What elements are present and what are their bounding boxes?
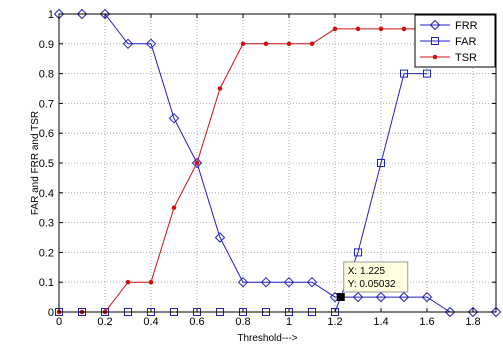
- legend-marker: [432, 54, 438, 60]
- x-tick-label: 1.8: [465, 316, 480, 328]
- frr-point: [352, 291, 364, 303]
- datatip-y-text: Y: 0.05032: [348, 279, 396, 290]
- datatip[interactable]: X: 1.225 Y: 0.05032: [336, 261, 409, 302]
- legend-entry-frr: FRR: [420, 19, 478, 32]
- frr-point: [168, 113, 180, 124]
- y-tick-label: 0.1: [39, 277, 54, 289]
- x-tick-label: 0.6: [189, 316, 204, 328]
- far-point: [423, 69, 431, 78]
- y-tick-label: 0.7: [39, 98, 54, 110]
- y-tick-labels: 0 0.1 0.2 0.3 0.4 0.5 0.6 0.7 0.8 0.9 1: [39, 9, 54, 319]
- legend-marker: [431, 37, 439, 45]
- plot-frame: [58, 13, 497, 313]
- y-tick-label: 0.8: [39, 69, 54, 81]
- legend-entry-far: FAR: [420, 36, 476, 48]
- tsr-point: [401, 26, 407, 32]
- tsr-point: [217, 86, 223, 91]
- far-point: [377, 159, 385, 167]
- x-tick-label: 1.4: [373, 316, 388, 328]
- tsr-point: [171, 205, 177, 210]
- tsr-point: [125, 279, 131, 285]
- frr-point: [398, 291, 410, 303]
- frr-point: [214, 232, 226, 243]
- legend-entry-tsr: TSR: [420, 52, 477, 64]
- frr-point: [260, 276, 272, 288]
- x-tick-label: 0.2: [97, 316, 112, 328]
- y-tick-label: 0.5: [39, 158, 54, 170]
- tsr-point: [332, 26, 338, 32]
- frr-point: [490, 306, 502, 318]
- far-point: [354, 248, 362, 257]
- x-tick-label: 0: [56, 316, 62, 328]
- frr-point: [76, 8, 88, 20]
- x-tick-label: 0.4: [143, 316, 158, 328]
- frr-point: [237, 276, 249, 288]
- y-tick-label: 0.4: [39, 188, 54, 200]
- datatip-x-text: X: 1.225: [348, 266, 386, 277]
- y-tick-label: 0.6: [39, 128, 54, 140]
- legend-marker: [429, 19, 441, 31]
- legend-label: TSR: [455, 52, 477, 64]
- frr-point: [99, 8, 111, 20]
- legend: FRR FAR TSR: [414, 14, 496, 68]
- tsr-point: [286, 41, 292, 47]
- y-tick-label: 0: [48, 307, 54, 319]
- frr-point: [421, 291, 433, 303]
- frr-point: [375, 291, 387, 303]
- x-tick-label: 0.8: [235, 316, 250, 328]
- tsr-point: [309, 41, 315, 47]
- x-tick-label: 1.6: [419, 316, 434, 328]
- datatip-box: [343, 261, 409, 293]
- tsr-point: [194, 160, 200, 166]
- tsr-point: [263, 41, 269, 47]
- y-tick-label: 1: [48, 9, 54, 21]
- y-axis-label: FAR and FRR and TSR: [30, 111, 41, 215]
- frr-point: [191, 157, 203, 169]
- datatip-marker: [336, 293, 345, 302]
- frr-point: [122, 38, 134, 50]
- tsr-point: [378, 26, 384, 32]
- series-frr: [53, 8, 502, 318]
- legend-label: FAR: [455, 36, 476, 48]
- tsr-point: [148, 279, 154, 285]
- frr-point: [145, 38, 157, 50]
- far-point: [400, 69, 408, 78]
- frr-point: [283, 276, 295, 288]
- frr-point: [467, 306, 479, 318]
- y-tick-label: 0.9: [39, 39, 54, 51]
- tsr-point: [355, 26, 361, 32]
- legend-label: FRR: [455, 20, 478, 32]
- tsr-point: [240, 41, 246, 47]
- x-tick-label: 1.2: [327, 316, 342, 328]
- x-tick-label: 1: [286, 316, 292, 328]
- y-tick-label: 0.3: [39, 218, 54, 230]
- frr-point: [444, 306, 456, 318]
- y-tick-label: 0.2: [39, 247, 54, 259]
- x-axis-label: Threshold--->: [237, 333, 297, 344]
- frr-point: [306, 276, 318, 288]
- x-tick-labels: 0 0.2 0.4 0.6 0.8 1 1.2 1.4 1.6 1.8: [56, 316, 481, 328]
